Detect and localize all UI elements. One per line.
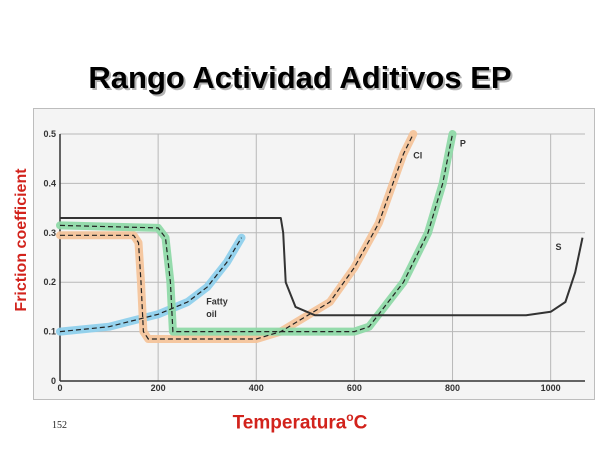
slide-number: 152 [52,420,67,431]
series-line-s [60,217,584,317]
y-tick-label: 0.2 [43,277,56,287]
chart-axes [59,134,585,382]
y-tick-label: 0 [51,376,56,386]
chart-series-labels: Fatty oil Cl P S [206,138,561,318]
slide-title: Rango Actividad Aditivos EP [88,60,512,95]
y-tick-label: 0.5 [43,129,56,139]
x-tick-label: 800 [445,383,460,393]
y-axis-label: Friction coefficient [13,168,30,312]
series-label-s: S [556,242,562,252]
series-line-fatty-oil [59,237,243,333]
chart-lines [59,133,584,340]
y-tick-label: 0.1 [43,327,56,337]
y-tick-label: 0.3 [43,228,56,238]
chart-tick-labels: 0 0.1 0.2 0.3 0.4 0.5 0 200 400 600 800 1000 [43,129,560,393]
series-label-p: P [460,138,466,148]
series-label-fatty-oil-line1: Fatty [206,296,228,306]
series-label-fatty-oil-line2: oil [206,309,217,319]
series-label-cl: Cl [413,151,422,161]
series-band-cl [56,130,418,343]
x-axis-label: TemperaturaoC [0,410,600,434]
x-tick-label: 1000 [541,383,561,393]
x-tick-label: 0 [57,383,62,393]
chart-frame [33,108,595,400]
x-axis-label-unit: C [353,412,368,434]
x-tick-label: 600 [347,383,362,393]
x-tick-label: 400 [249,383,264,393]
x-tick-label: 200 [151,383,166,393]
series-line-p [59,133,454,333]
y-tick-label: 0.4 [43,178,56,188]
x-axis-label-main: Temperatura [232,412,347,434]
x-axis-label-degree: o [346,410,354,424]
